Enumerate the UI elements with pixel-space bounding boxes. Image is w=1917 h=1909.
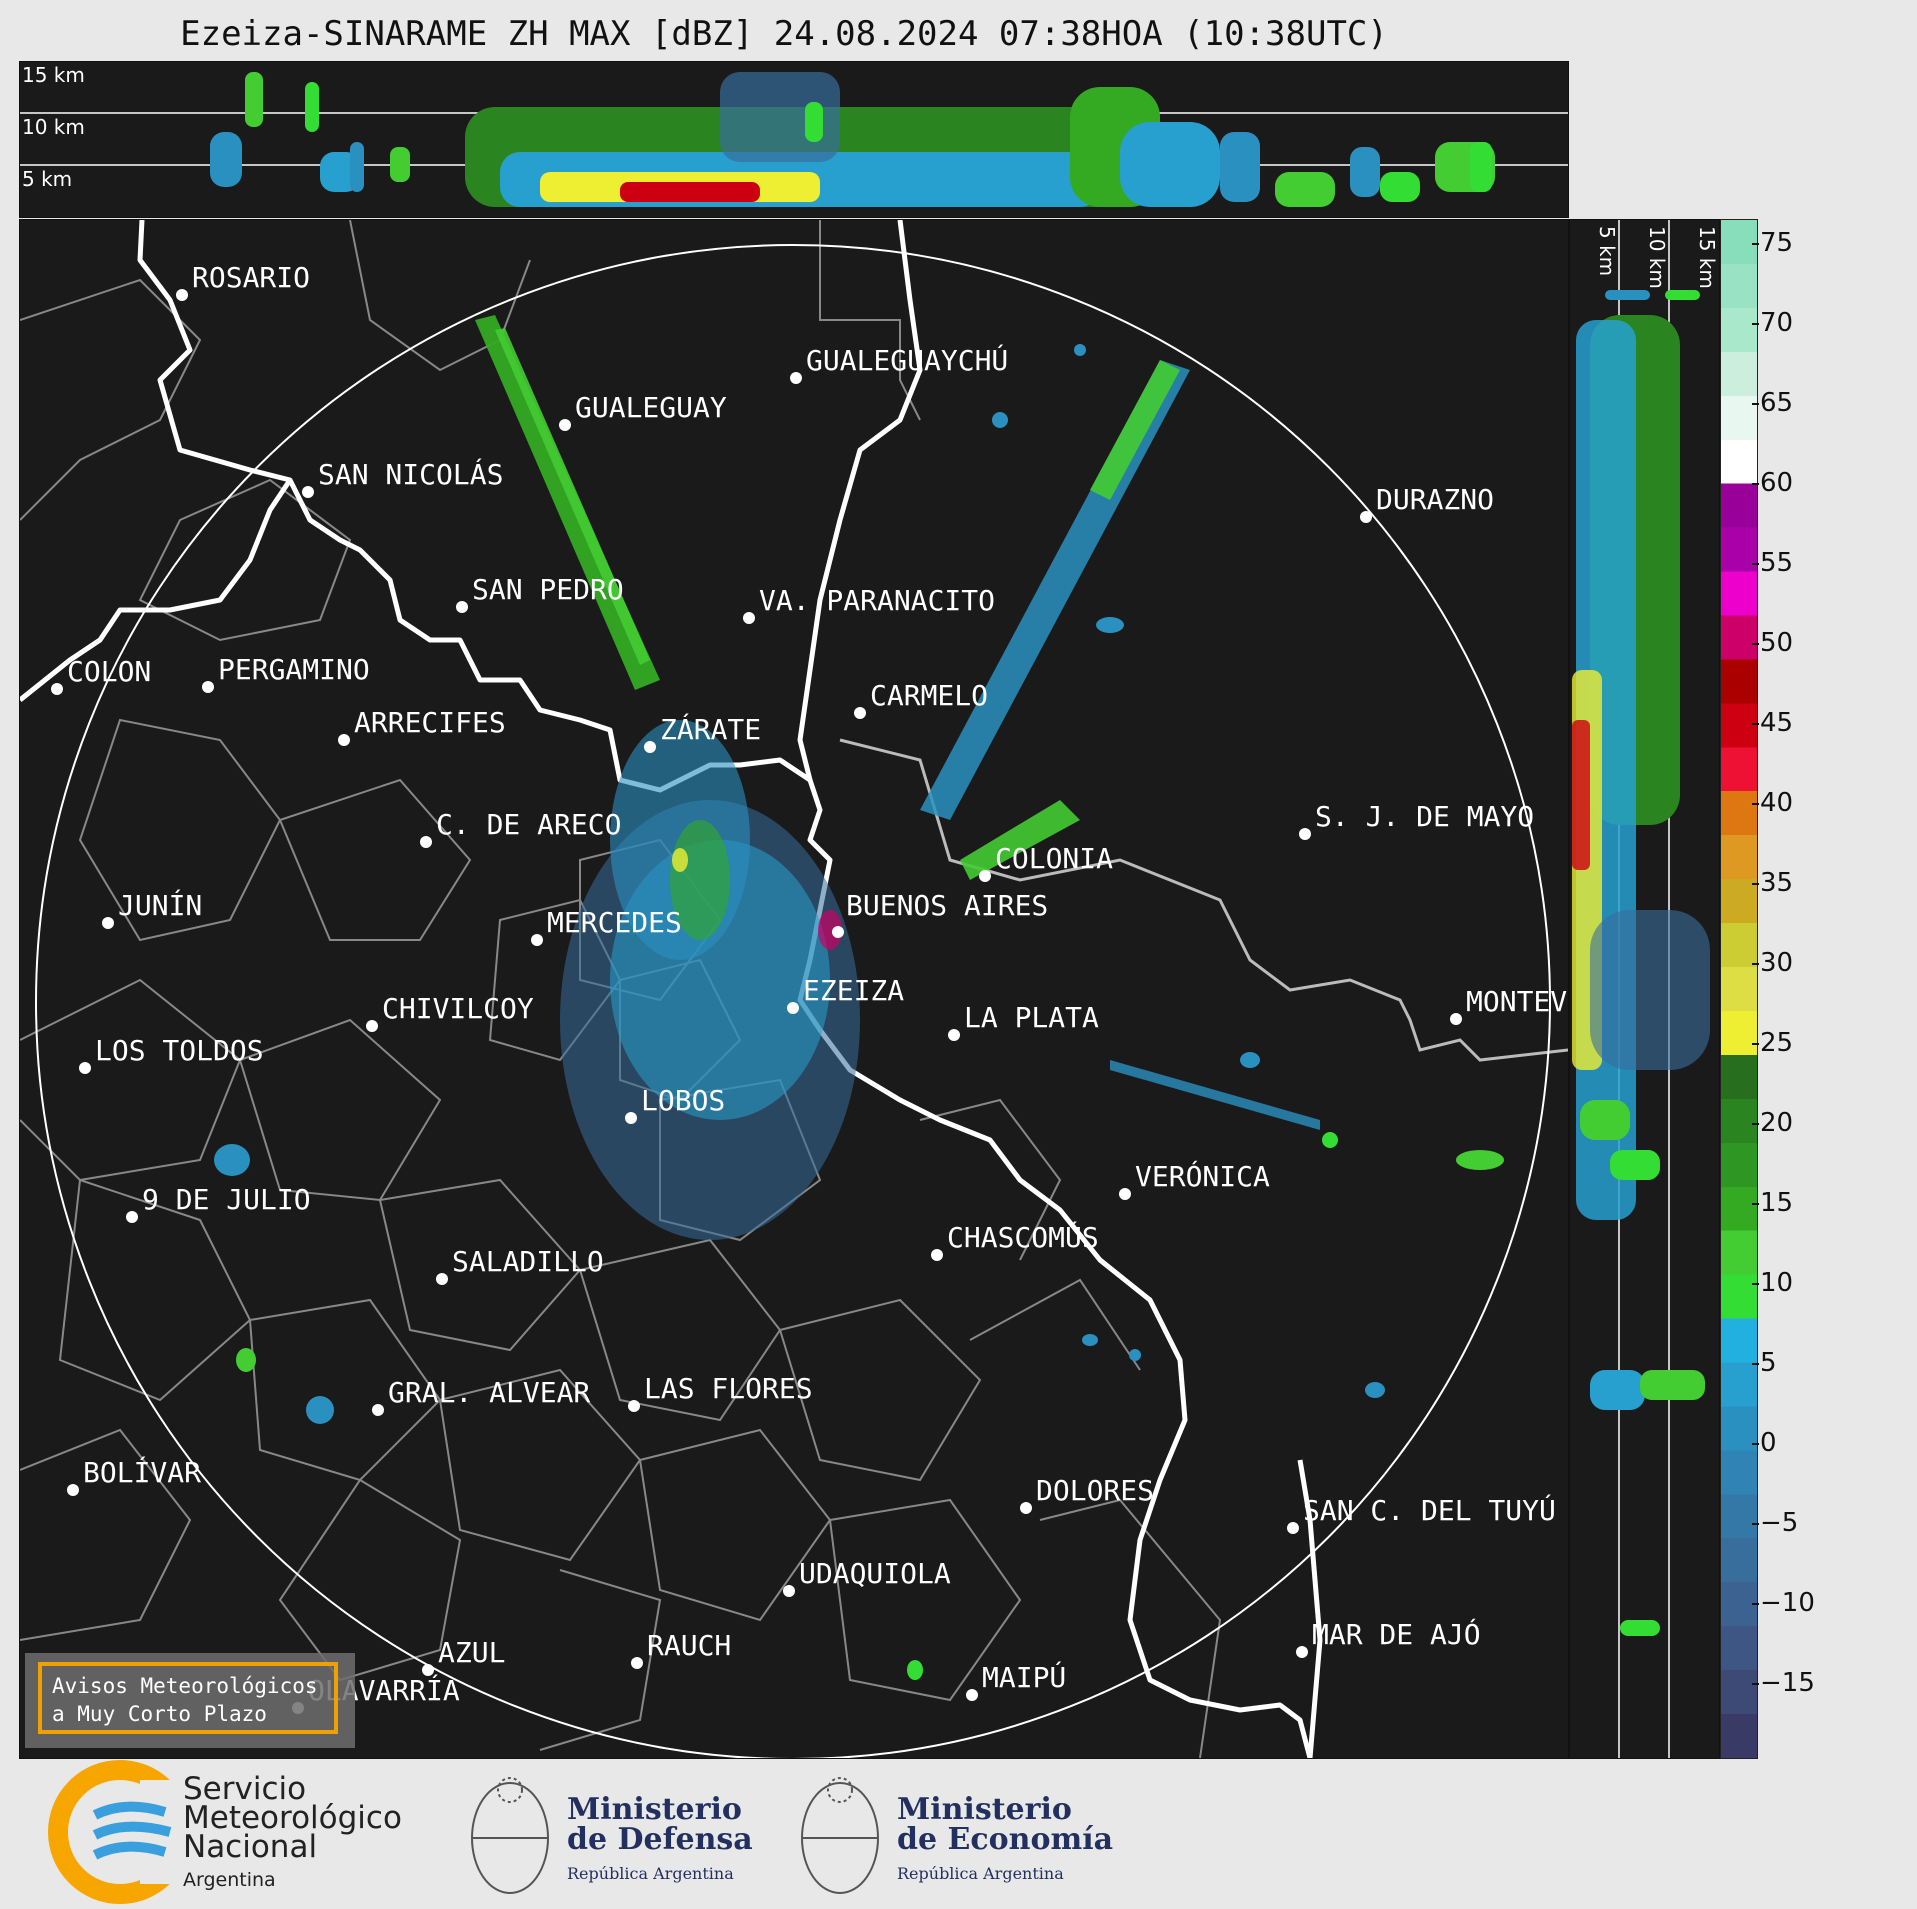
top-cross-section: 15 km 10 km 5 km bbox=[19, 61, 1569, 218]
defensa-line-2: de Defensa bbox=[567, 1822, 753, 1857]
economia-logo-text: Ministerio de Economía República Argenti… bbox=[897, 1795, 1113, 1889]
coastline bbox=[20, 220, 1323, 1758]
warning-box[interactable]: Avisos Meteorológicos a Muy Corto Plazo bbox=[38, 1662, 338, 1734]
colorbar-tick: 30 bbox=[1751, 948, 1794, 978]
city-markers: ROSARIO GUALEGUAYCHÚ GUALEGUAY SAN NICOL… bbox=[51, 261, 1568, 1714]
side-cross-section: 5 km 10 km 15 km bbox=[1569, 219, 1720, 1759]
city-label: MERCEDES bbox=[547, 906, 682, 939]
top-height-label: 15 km bbox=[22, 63, 85, 87]
city-label: GUALEGUAY bbox=[575, 391, 727, 424]
colorbar-tick: 0 bbox=[1752, 1428, 1777, 1458]
coat-of-arms-icon bbox=[471, 1777, 549, 1894]
economia-line-2: de Economía bbox=[897, 1822, 1114, 1857]
city-label: C. DE ARECO bbox=[436, 808, 621, 841]
city-label: GUALEGUAYCHÚ bbox=[806, 343, 1008, 377]
city-label: SALADILLO bbox=[452, 1245, 604, 1278]
defensa-line-3: República Argentina bbox=[567, 1864, 734, 1883]
economia-line-1: Ministerio bbox=[897, 1792, 1072, 1827]
smn-logo-icon bbox=[48, 1760, 200, 1904]
side-echoes bbox=[1572, 290, 1710, 1636]
warning-line-1: Avisos Meteorológicos bbox=[52, 1674, 318, 1698]
city-label: MONTEVIDEO bbox=[1466, 985, 1568, 1018]
city-label: CHIVILCOY bbox=[382, 992, 534, 1025]
city-label: ZÁRATE bbox=[660, 712, 761, 746]
colorbar-tick: 25 bbox=[1751, 1028, 1794, 1058]
side-height-label: 5 km bbox=[1595, 226, 1619, 276]
economia-line-3: República Argentina bbox=[897, 1864, 1064, 1883]
colorbar-tick: 40 bbox=[1751, 788, 1794, 818]
city-label: ARRECIFES bbox=[354, 706, 506, 739]
city-label: EZEIZA bbox=[803, 974, 904, 1007]
chart-title: Ezeiza-SINARAME ZH MAX [dBZ] 24.08.2024 … bbox=[180, 14, 1388, 54]
city-label: S. J. DE MAYO bbox=[1315, 800, 1534, 833]
coat-of-arms-icon bbox=[801, 1777, 879, 1894]
city-label: 9 DE JULIO bbox=[142, 1183, 311, 1216]
colorbar-tick: 15 bbox=[1751, 1188, 1794, 1218]
colorbar-tick: 20 bbox=[1751, 1108, 1794, 1138]
city-label: CARMELO bbox=[870, 679, 988, 712]
range-ring bbox=[35, 244, 1551, 1758]
top-echoes bbox=[210, 72, 1495, 207]
city-label: LAS FLORES bbox=[644, 1372, 813, 1405]
colorbar bbox=[1720, 219, 1758, 1759]
colorbar-tick: 5 bbox=[1752, 1348, 1777, 1378]
city-label: JUNÍN bbox=[118, 888, 202, 922]
city-label: CHASCOMÚS bbox=[947, 1220, 1099, 1254]
city-label: PERGAMINO bbox=[218, 653, 370, 686]
city-label: LOS TOLDOS bbox=[95, 1034, 264, 1067]
colorbar-tick: −5 bbox=[1751, 1508, 1799, 1538]
top-height-label: 5 km bbox=[22, 167, 72, 191]
smn-logo-text: Servicio Meteorológico Nacional Argentin… bbox=[183, 1774, 402, 1895]
city-label: COLONIA bbox=[995, 842, 1113, 875]
smn-line-3: Nacional bbox=[183, 1829, 318, 1865]
radar-echoes bbox=[214, 315, 1504, 1680]
city-label: DURAZNO bbox=[1376, 483, 1494, 516]
city-label: ROSARIO bbox=[192, 261, 310, 294]
warning-line-2: a Muy Corto Plazo bbox=[52, 1702, 267, 1726]
city-label: SAN NICOLÁS bbox=[318, 457, 503, 491]
colorbar-tick: 50 bbox=[1751, 628, 1794, 658]
city-label: AZUL bbox=[438, 1636, 505, 1669]
city-label: GRAL. ALVEAR bbox=[388, 1376, 590, 1409]
city-label: SAN PEDRO bbox=[472, 573, 624, 606]
city-label: RAUCH bbox=[647, 1629, 731, 1662]
defensa-line-1: Ministerio bbox=[567, 1792, 742, 1827]
city-label: BUENOS AIRES bbox=[846, 889, 1048, 922]
colorbar-tick: 65 bbox=[1751, 388, 1794, 418]
colorbar-tick: 75 bbox=[1751, 228, 1794, 258]
city-label: BOLÍVAR bbox=[83, 1455, 201, 1489]
colorbar-tick: 55 bbox=[1751, 548, 1794, 578]
smn-line-1: Servicio bbox=[183, 1771, 307, 1807]
top-height-label: 10 km bbox=[22, 115, 85, 139]
city-label: VERÓNICA bbox=[1135, 1159, 1270, 1193]
city-label: MAIPÚ bbox=[982, 1660, 1066, 1694]
city-label: DOLORES bbox=[1036, 1474, 1154, 1507]
city-label: LA PLATA bbox=[964, 1001, 1099, 1034]
colorbar-tick: −10 bbox=[1752, 1588, 1815, 1618]
colorbar-tick: 35 bbox=[1751, 868, 1794, 898]
defensa-logo-text: Ministerio de Defensa República Argentin… bbox=[567, 1795, 753, 1889]
smn-line-2: Meteorológico bbox=[183, 1800, 402, 1836]
city-label: LOBOS bbox=[641, 1084, 725, 1117]
colorbar-tick: 45 bbox=[1751, 708, 1794, 738]
colorbar-tick: 60 bbox=[1751, 468, 1794, 498]
city-label: SAN C. DEL TUYÚ bbox=[1303, 1493, 1556, 1527]
city-label: UDAQUIOLA bbox=[799, 1557, 951, 1590]
colorbar-tick: 70 bbox=[1751, 308, 1794, 338]
radar-map: ROSARIO GUALEGUAYCHÚ GUALEGUAY SAN NICOL… bbox=[19, 219, 1569, 1759]
admin-borders bbox=[20, 220, 1222, 1758]
city-label: MAR DE AJÓ bbox=[1312, 1617, 1481, 1651]
colorbar-tick: −15 bbox=[1752, 1668, 1815, 1698]
smn-line-4: Argentina bbox=[183, 1869, 276, 1891]
city-label: VA. PARANACITO bbox=[759, 584, 995, 617]
footer bbox=[0, 1760, 1917, 1909]
colorbar-tick: 10 bbox=[1751, 1268, 1794, 1298]
side-height-label: 10 km bbox=[1645, 226, 1669, 289]
side-height-label: 15 km bbox=[1695, 226, 1719, 289]
city-label: COLON bbox=[67, 655, 151, 688]
